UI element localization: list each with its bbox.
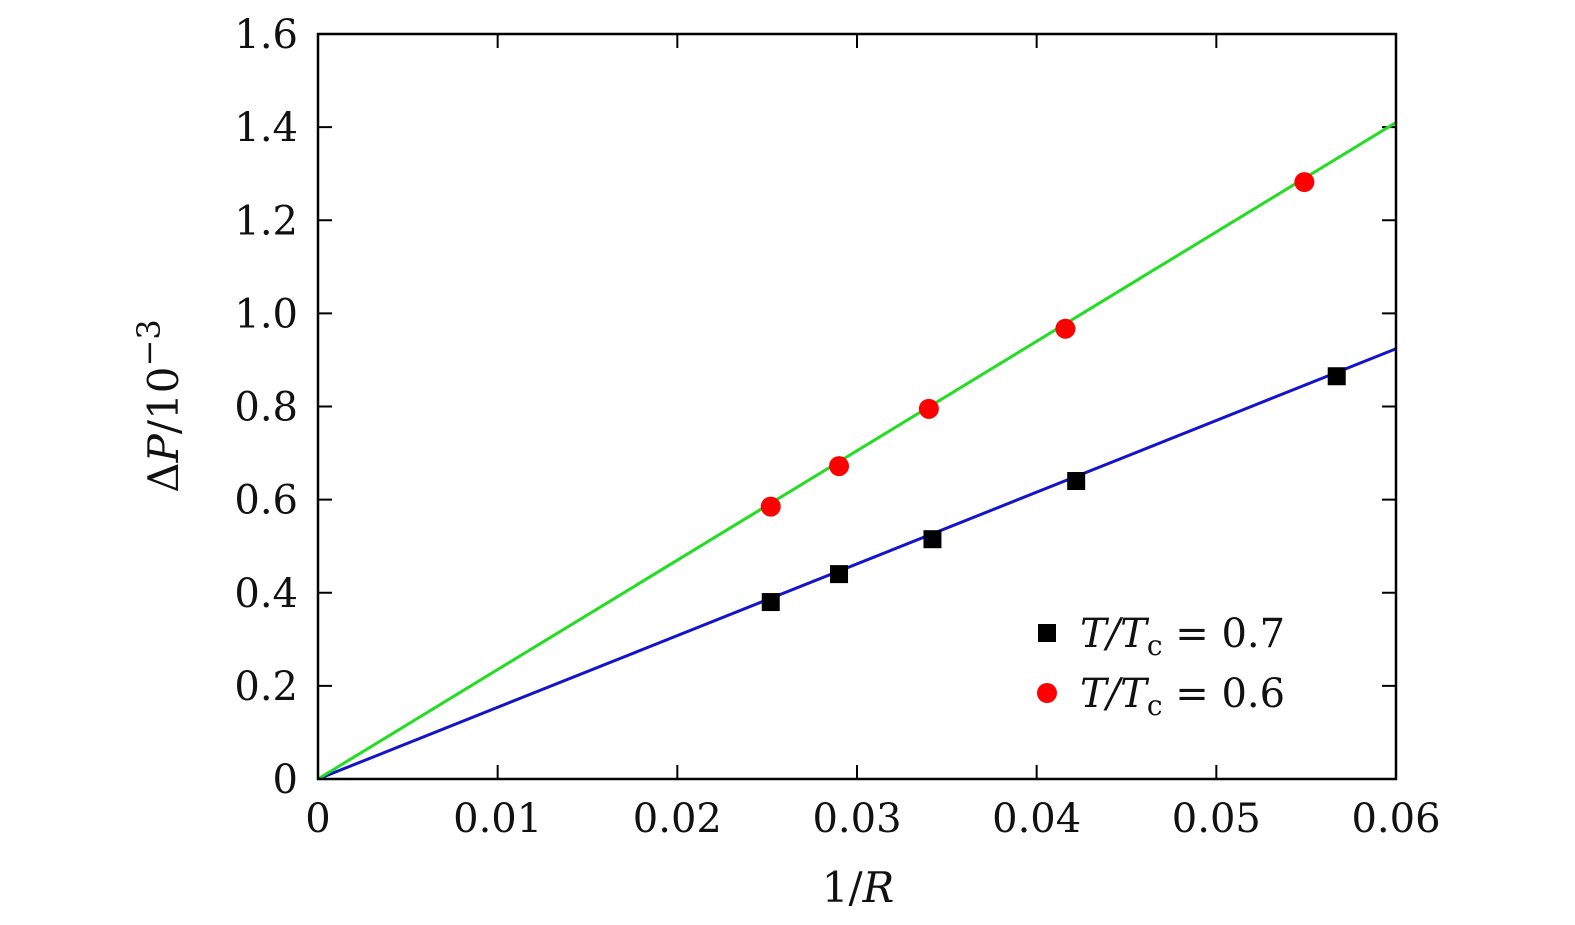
x-tick-label: 0.04 xyxy=(992,796,1081,842)
plot-frame xyxy=(316,32,1398,781)
y-tick-label: 0.2 xyxy=(234,664,298,710)
data-point xyxy=(1067,472,1086,490)
data-point xyxy=(760,496,781,517)
y-tick-label: 1.4 xyxy=(234,105,298,151)
tick-marks xyxy=(318,34,1396,779)
data-point xyxy=(761,593,780,612)
legend-marker xyxy=(1037,683,1057,703)
x-tick-label: 0 xyxy=(305,796,330,842)
data-point xyxy=(829,456,850,477)
legend-label: T/Tc = 0.6 xyxy=(1080,671,1285,722)
data-points xyxy=(760,172,1346,612)
fit-line xyxy=(317,121,1397,781)
data-point xyxy=(918,398,939,419)
data-point xyxy=(1327,367,1346,386)
legend: T/Tc = 0.7 T/Tc = 0.6 xyxy=(1037,611,1285,722)
data-point xyxy=(1055,318,1076,339)
y-tick-labels: 0 0.2 0.4 0.6 0.8 1.0 1.2 1.4 1.6 xyxy=(234,12,298,803)
x-tick-labels: 0 0.01 0.02 0.03 0.04 0.05 0.06 xyxy=(305,796,1440,842)
y-tick-label: 0.6 xyxy=(234,478,298,524)
y-tick-label: 1.6 xyxy=(234,12,298,58)
y-tick-label: 0.8 xyxy=(234,385,298,431)
x-tick-label: 0.06 xyxy=(1351,796,1440,842)
x-tick-label: 0.02 xyxy=(633,796,722,842)
y-tick-label: 0 xyxy=(273,757,298,803)
data-point xyxy=(923,530,942,549)
fit-line xyxy=(317,347,1397,781)
data-point xyxy=(1294,172,1315,193)
x-tick-label: 0.05 xyxy=(1172,796,1261,842)
data-point xyxy=(830,565,849,584)
legend-marker xyxy=(1038,624,1056,642)
fit-lines xyxy=(317,121,1397,781)
x-tick-label: 0.03 xyxy=(812,796,901,842)
y-tick-label: 1.0 xyxy=(234,291,298,337)
y-axis-title: ΔP/10−3 xyxy=(130,319,188,492)
x-tick-label: 0.01 xyxy=(453,796,542,842)
legend-label: T/Tc = 0.7 xyxy=(1080,611,1285,662)
y-tick-label: 0.4 xyxy=(234,571,298,617)
x-axis-title: 1/R xyxy=(822,863,895,912)
y-tick-label: 1.2 xyxy=(234,198,298,244)
